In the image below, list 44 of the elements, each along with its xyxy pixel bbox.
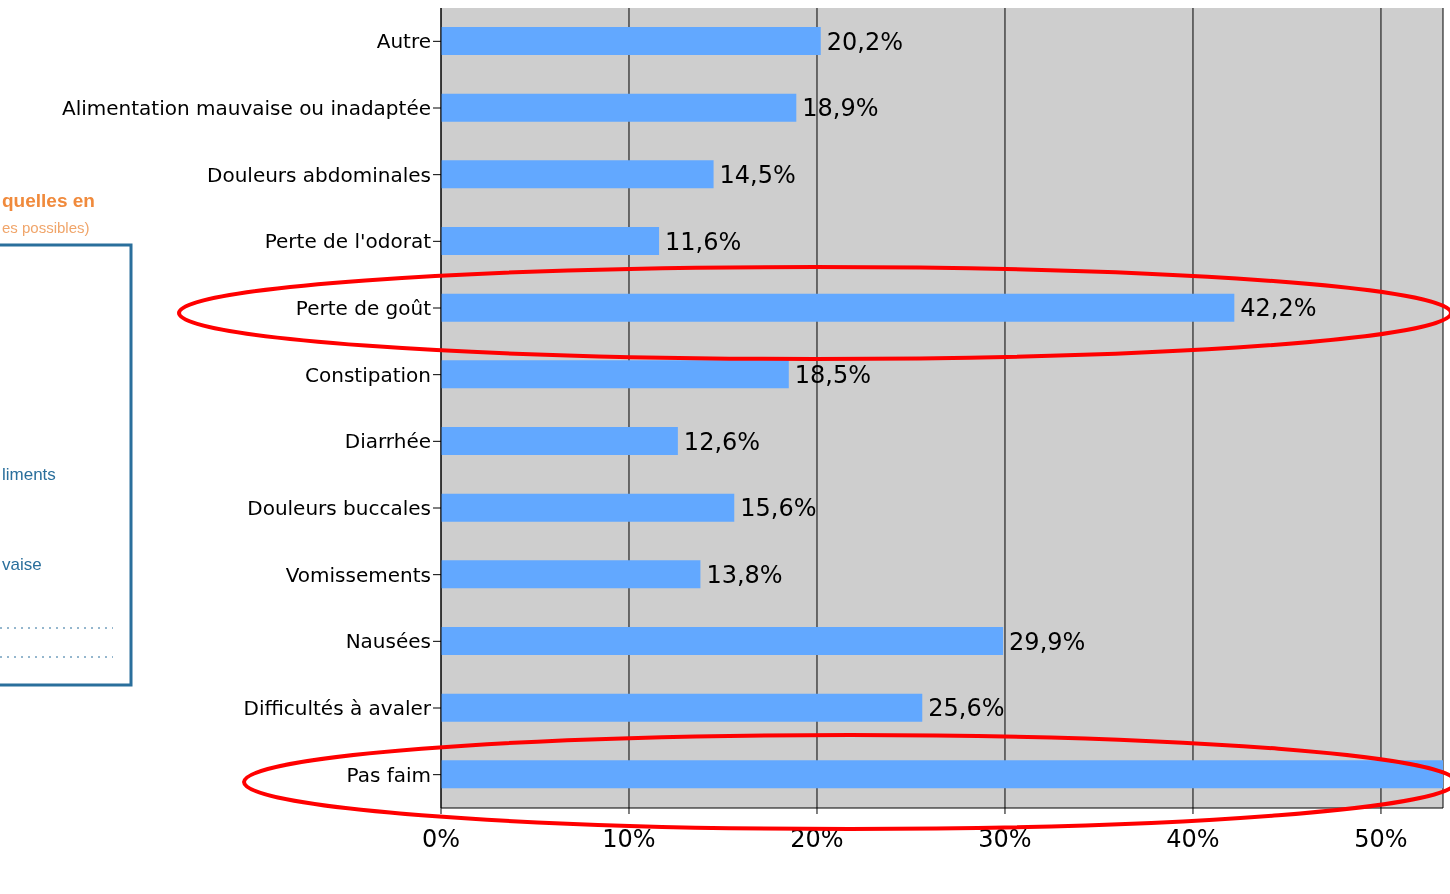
y-tick-label: Alimentation mauvaise ou inadaptée [61, 96, 431, 121]
x-tick-label: 50% [1354, 825, 1408, 854]
text: liments [2, 465, 56, 484]
y-tick-label: Perte de l'odorat [264, 229, 432, 254]
data-label: 42,2% [1240, 294, 1317, 323]
text: quelles en [2, 190, 95, 211]
bar [441, 227, 660, 255]
y-tick-label: Difficultés à avaler [243, 696, 432, 721]
y-tick-label: Diarrhée [344, 429, 431, 454]
y-tick-label: Nausées [345, 629, 431, 654]
data-label: 13,8% [706, 560, 783, 589]
data-label: 14,5% [719, 160, 796, 189]
y-tick-label: Douleurs buccales [247, 496, 431, 521]
y-tick-label: Autre [376, 29, 431, 54]
bar [441, 93, 797, 122]
data-label: 18,9% [802, 94, 879, 123]
y-tick-label: Perte de goût [295, 296, 432, 321]
x-tick-label: 40% [1166, 825, 1220, 854]
y-tick-label: Constipation [305, 362, 431, 387]
bar [441, 560, 701, 589]
text: vaise [2, 555, 42, 574]
y-tick-label: Douleurs abdominales [207, 162, 431, 187]
bar [441, 160, 714, 189]
y-tick-label: Pas faim [346, 762, 431, 787]
data-label: 12,6% [683, 427, 761, 456]
data-label: 11,6% [665, 227, 742, 256]
text: es possibles) [2, 219, 90, 236]
bar [441, 760, 1443, 789]
bar [441, 427, 678, 455]
bar [441, 493, 735, 522]
data-label: 29,9% [1009, 627, 1086, 656]
x-tick-label: 0% [421, 825, 461, 854]
data-label: 15,6% [740, 494, 817, 523]
bar [441, 627, 1004, 655]
data-label: 20,2% [826, 27, 903, 56]
data-label: 18,5% [794, 360, 872, 389]
x-tick-label: 10% [602, 825, 656, 854]
bar [441, 360, 789, 389]
bar [441, 27, 821, 55]
bar [441, 293, 1235, 322]
x-tick-label: 30% [978, 825, 1032, 854]
data-label: 25,6% [928, 694, 1005, 723]
bar [441, 693, 923, 722]
y-tick-label: Vomissements [285, 562, 431, 587]
